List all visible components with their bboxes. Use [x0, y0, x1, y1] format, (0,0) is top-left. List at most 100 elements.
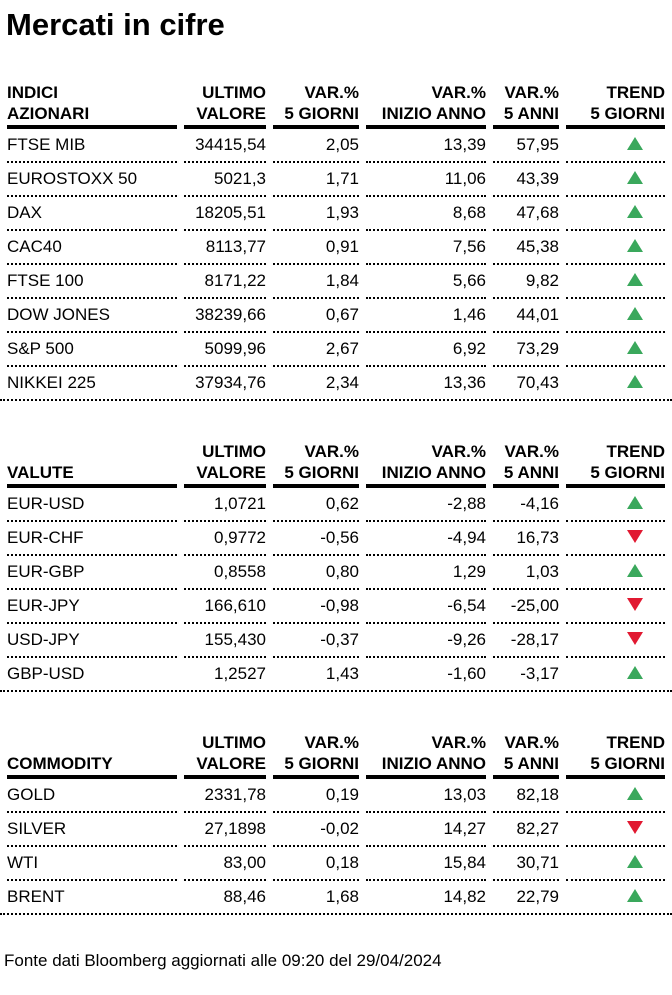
var-5-giorni-value: 2,05 [273, 129, 359, 163]
trend-down-icon [627, 632, 643, 645]
trend-cell [566, 299, 665, 333]
table-row: EUR-USD 1,0721 0,62 -2,88 -4,16 [7, 488, 665, 522]
trend-cell [566, 813, 665, 847]
var-5-giorni-value: 0,67 [273, 299, 359, 333]
column-header-line: VAR.% [304, 733, 359, 752]
column-header-section: VALUTE [7, 441, 177, 488]
column-header-var-5-anni: VAR.% 5 ANNI [493, 441, 559, 488]
table-row: USD-JPY 155,430 -0,37 -9,26 -28,17 [7, 624, 665, 658]
var-5-giorni-value: 2,34 [325, 373, 359, 392]
var-5-anni-value: 73,29 [493, 333, 559, 367]
table-row: FTSE 100 8171,22 1,84 5,66 9,82 [7, 265, 665, 299]
var-5-giorni-value: -0,37 [273, 624, 359, 658]
trend-cell [566, 333, 665, 367]
column-header-line: VAR.% [431, 733, 486, 752]
column-header-var-5-giorni: VAR.% 5 GIORNI [273, 441, 359, 488]
column-header-line: 5 GIORNI [284, 104, 359, 123]
column-header-line: VALORE [196, 463, 266, 482]
table-row: SILVER 27,1898 -0,02 14,27 82,27 [7, 813, 665, 847]
table-row: GBP-USD 1,2527 1,43 -1,60 -3,17 [7, 658, 665, 690]
var-inizio-anno-value: 15,84 [366, 847, 486, 881]
column-header-line: VAR.% [431, 83, 486, 102]
var-5-giorni-value: 1,68 [325, 887, 359, 906]
column-header-line: VAR.% [304, 442, 359, 461]
trend-up-icon [627, 307, 643, 320]
trend-down-icon [627, 530, 643, 543]
var-inizio-anno-value: 1,29 [366, 556, 486, 590]
column-header-line: ULTIMO [202, 733, 266, 752]
column-header-ultimo-valore: ULTIMO VALORE [184, 82, 266, 129]
column-header-line: VAR.% [431, 442, 486, 461]
ultimo-valore-value: 166,610 [184, 590, 266, 624]
trend-up-icon [627, 889, 643, 902]
var-inizio-anno-value: 5,66 [366, 265, 486, 299]
ultimo-valore-value: 37934,76 [195, 373, 266, 392]
trend-up-icon [627, 137, 643, 150]
var-5-giorni-value: -0,02 [273, 813, 359, 847]
var-5-giorni-value: 0,80 [273, 556, 359, 590]
ultimo-valore-value: 155,430 [184, 624, 266, 658]
column-header-var-5-anni: VAR.% 5 ANNI [493, 82, 559, 129]
trend-cell [566, 624, 665, 658]
market-table-indici-azionari: INDICI AZIONARI ULTIMO VALORE VAR.% 5 GIORN… [0, 82, 672, 401]
column-header-line: TREND [606, 442, 665, 461]
var-5-giorni-value: 1,71 [273, 163, 359, 197]
ultimo-valore-value: 8113,77 [184, 231, 266, 265]
section-title-line: AZIONARI [7, 104, 90, 123]
column-header-line: ULTIMO [202, 442, 266, 461]
instrument-name: NIKKEI 225 [7, 373, 96, 392]
column-header-section: INDICI AZIONARI [7, 82, 177, 129]
var-5-anni-value: -25,00 [493, 590, 559, 624]
table-header-row: INDICI AZIONARI ULTIMO VALORE VAR.% 5 GIORN… [7, 82, 665, 129]
instrument-name: BRENT [7, 887, 65, 906]
var-inizio-anno-value: -9,26 [366, 624, 486, 658]
var-inizio-anno-value: 14,82 [443, 887, 486, 906]
column-header-line: 5 ANNI [503, 104, 559, 123]
trend-up-icon [627, 564, 643, 577]
var-5-giorni-value: 1,84 [273, 265, 359, 299]
table-row: WTI 83,00 0,18 15,84 30,71 [7, 847, 665, 881]
data-source-note: Fonte dati Bloomberg aggiornati alle 09:… [4, 951, 442, 970]
ultimo-valore-value: 18205,51 [184, 197, 266, 231]
instrument-name: GOLD [7, 779, 177, 813]
var-5-giorni-value: 0,19 [273, 779, 359, 813]
table-row: FTSE MIB 34415,54 2,05 13,39 57,95 [7, 129, 665, 163]
trend-up-icon [627, 171, 643, 184]
trend-cell [566, 881, 665, 913]
column-header-line: 5 ANNI [503, 463, 559, 482]
column-header-var-5-giorni: VAR.% 5 GIORNI [273, 732, 359, 779]
instrument-name: S&P 500 [7, 333, 177, 367]
instrument-name: EUROSTOXX 50 [7, 163, 177, 197]
trend-down-icon [627, 598, 643, 611]
ultimo-valore-value: 0,8558 [184, 556, 266, 590]
column-header-line: 5 GIORNI [284, 754, 359, 773]
tables-container: INDICI AZIONARI ULTIMO VALORE VAR.% 5 GIORN… [0, 82, 672, 915]
var-5-anni-value: 45,38 [493, 231, 559, 265]
var-inizio-anno-value: 13,36 [443, 373, 486, 392]
column-header-line: INIZIO ANNO [381, 754, 486, 773]
instrument-name: USD-JPY [7, 624, 177, 658]
market-table-commodity: COMMODITY ULTIMO VALORE VAR.% 5 GIORNI VAR… [0, 732, 672, 915]
ultimo-valore-value: 8171,22 [184, 265, 266, 299]
var-5-anni-value: 22,79 [516, 887, 559, 906]
trend-down-icon [627, 821, 643, 834]
var-5-anni-value: 1,03 [493, 556, 559, 590]
section-title-line: INDICI [7, 83, 58, 102]
column-header-trend-5-giorni: TREND 5 GIORNI [566, 82, 665, 129]
var-inizio-anno-value: 13,03 [366, 779, 486, 813]
column-header-trend-5-giorni: TREND 5 GIORNI [566, 441, 665, 488]
var-5-anni-value: 44,01 [493, 299, 559, 333]
trend-up-icon [627, 341, 643, 354]
ultimo-valore-value: 1,0721 [184, 488, 266, 522]
trend-cell [566, 163, 665, 197]
var-inizio-anno-value: -4,94 [366, 522, 486, 556]
instrument-name: EUR-CHF [7, 522, 177, 556]
var-inizio-anno-value: 7,56 [366, 231, 486, 265]
table-header-row: COMMODITY ULTIMO VALORE VAR.% 5 GIORNI VAR… [7, 732, 665, 779]
var-5-giorni-value: 0,91 [273, 231, 359, 265]
section-title-line: COMMODITY [7, 754, 113, 773]
var-5-anni-value: 16,73 [493, 522, 559, 556]
page-title: Mercati in cifre [6, 7, 225, 42]
trend-up-icon [627, 496, 643, 509]
var-5-anni-value: -3,17 [520, 664, 559, 683]
